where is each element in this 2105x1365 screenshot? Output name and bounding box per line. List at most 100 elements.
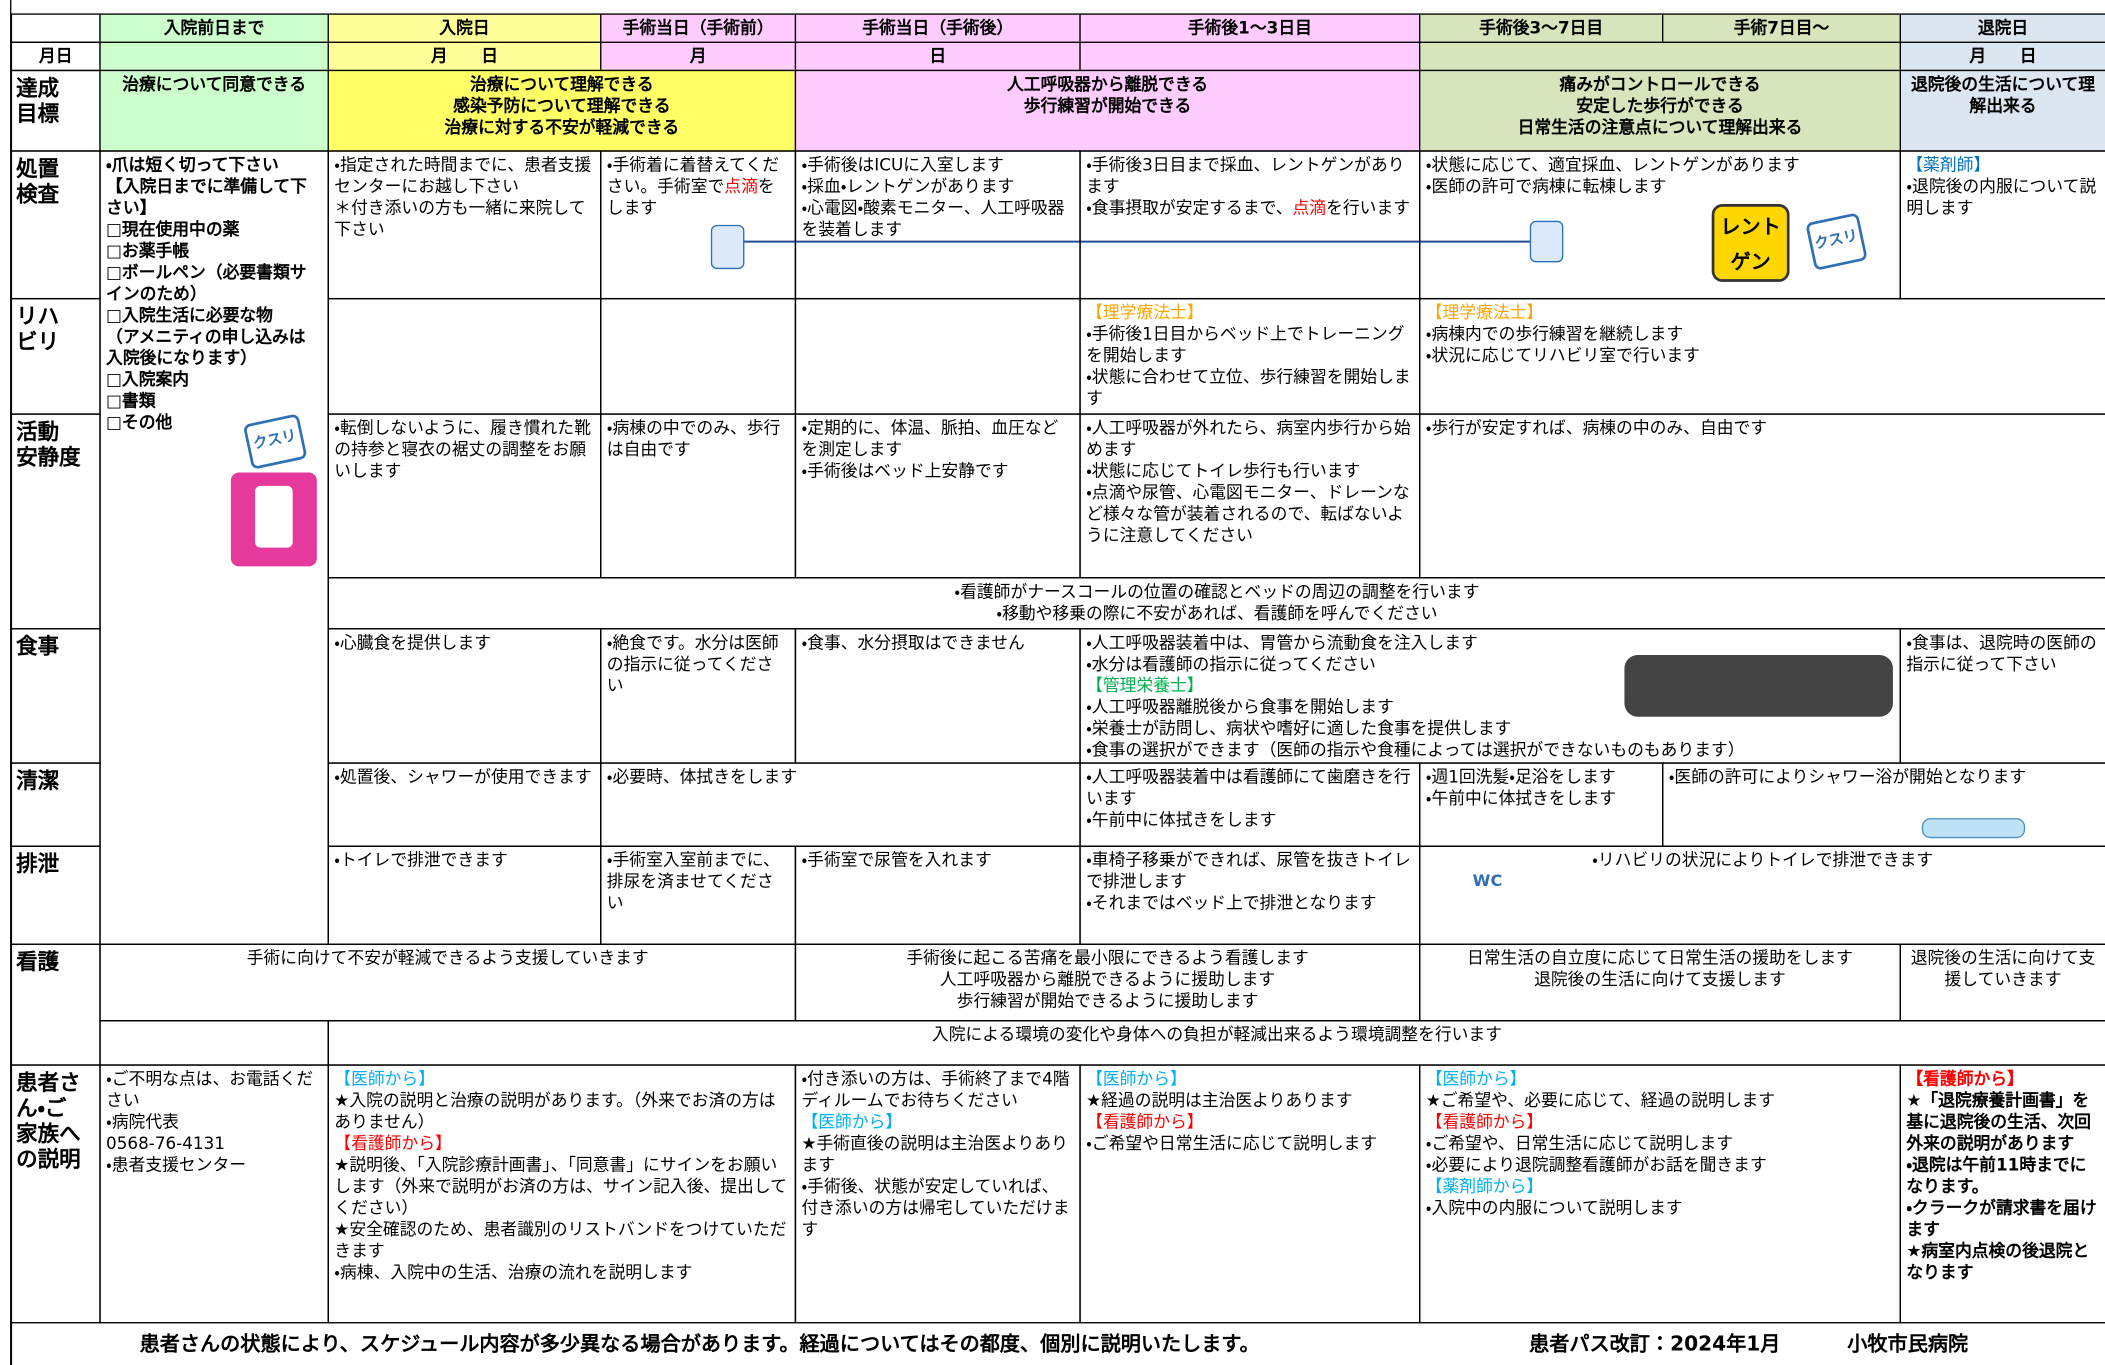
paragraph: ★入院の説明と治療の説明があります。（外来でお済の方はありません） (334, 1089, 776, 1132)
paragraph: ・退院は午前11時までになります。 (1906, 1154, 2087, 1196)
schedule-cell: ・手術後3日目まで採血、レントゲンがあります ・食事摂取が安定するまで、点滴を行い… (1079, 150, 1421, 300)
schedule-cell: ・ご不明な点は、お電話ください ・病院代表 0568-76-4131 ・患者支援センタ… (99, 1064, 329, 1324)
paragraph: ・看護師がナースコールの位置の確認とベッドの周辺の調整を行います (954, 581, 1480, 602)
paragraph: ・食事、水分摂取はできません (801, 632, 1025, 653)
paragraph: □入院生活に必要な物 (106, 304, 273, 325)
empty-cell (99, 1020, 329, 1066)
paragraph: 感染予防について理解できる (453, 95, 671, 116)
paragraph: □入院案内 (106, 369, 190, 390)
paragraph: ・手術後1日目からベッド上でトレーニングを開始します (1086, 323, 1405, 366)
schedule-cell: ・手術室で尿管を入れます (794, 845, 1081, 945)
bath-icon (1921, 818, 2026, 839)
paragraph: □お薬手帳 (106, 240, 190, 261)
paragraph: ★ご希望や、必要に応じて、経過の説明します (1425, 1089, 1776, 1110)
schedule-cell: ・指定された時間までに、患者支援センターにお越し下さい ＊付き添いの方も一緒に来院… (327, 150, 602, 300)
paragraph: ・心臓食を提供します (334, 632, 492, 653)
schedule-cell: 【薬剤師】 ・退院後の内服について説明します (1899, 150, 2105, 300)
schedule-cell: ・病棟の中でのみ、歩行は自由です (600, 413, 797, 579)
paragraph: ・指定された時間までに、患者支援センターにお越し下さい (334, 154, 592, 196)
schedule-cell: ・トイレで排泄できます (327, 845, 602, 945)
paragraph: ・栄養士が訪問し、病状や嗜好に適した食事を提供します (1086, 718, 1512, 739)
paragraph: ・退院後の内服について説明します (1906, 175, 2097, 218)
paragraph: ・絶食です。水分は医師の指示に従ってください (606, 632, 779, 696)
schedule-cell: ・絶食です。水分は医師の指示に従ってください (600, 628, 797, 764)
role-heading: 【看護師から】 (1425, 1111, 1544, 1132)
paragraph: 入院による環境の変化や身体への負担が軽減出来るよう環境調整を行います (931, 1024, 1503, 1045)
paragraph: ・転倒しないように、履き慣れた靴の持参と寝衣の裾丈の調整をお願いします (334, 417, 591, 481)
paragraph: ・移動や移乗の際に不安があれば、看護師を呼んでください (996, 602, 1438, 623)
paragraph: 【入院日までに準備して下さい】 (106, 175, 307, 218)
schedule-cell: ・付き添いの方は、手術終了まで4階ディルームでお待ちください 【医師から】 ★手術直… (794, 1064, 1081, 1324)
row-label: 活動 安静度 (10, 413, 101, 630)
paragraph: 治療に対する不安が軽減できる (444, 116, 680, 137)
schedule-cell: ・人工呼吸器が外れたら、病室内歩行から始めます ・状態に応じてトイレ歩行も行います… (1079, 413, 1421, 579)
date-cell: 日 (794, 41, 1081, 72)
footer-revision: 患者パス改訂：2024年1月 (1529, 1331, 1781, 1356)
paragraph: ★手術直後の説明は主治医よりあります (801, 1132, 1068, 1175)
footer-hospital: 小牧市民病院 (1847, 1331, 1969, 1356)
schedule-cell: 退院後の生活に向けて支援していきます (1899, 943, 2105, 1022)
paragraph: ・手術後、状態が安定していれば、付き添いの方は帰宅していただけます (801, 1175, 1070, 1239)
paragraph: 手術に向けて不安が軽減できるよう支援していきます (246, 947, 649, 968)
paragraph: ・患者支援センター (106, 1154, 247, 1175)
role-heading: 【医師から】 (801, 1111, 903, 1132)
empty-cell (600, 297, 797, 415)
paragraph: ・水分は看護師の指示に従ってください (1086, 653, 1376, 674)
paragraph: ・処置後、シャワーが使用できます (334, 766, 592, 787)
paragraph: 日常生活の自立度に応じて日常生活の援助をします (1466, 947, 1853, 968)
schedule-cell: ・食事、水分摂取はできません (794, 628, 1081, 764)
row-label: 食事 (10, 628, 101, 764)
paragraph: 痛みがコントロールできる (1559, 73, 1761, 94)
paragraph: □その他 (106, 412, 173, 433)
schedule-cell: ・転倒しないように、履き慣れた靴の持参と寝衣の裾丈の調整をお願いします (327, 413, 602, 579)
schedule-cell: ・定期的に、体温、脈拍、血圧などを測定します ・手術後はベッド上安静です (794, 413, 1081, 579)
footer-note: 患者さんの状態により、スケジュール内容が多少異なる場合があります。経過については… (139, 1331, 1260, 1356)
paragraph: 日常生活の注意点について理解出来る (1517, 116, 1803, 137)
schedule-cell: 【理学療法士】 ・手術後1日目からベッド上でトレーニングを開始します ・状態に合わせ… (1079, 297, 1421, 415)
paragraph: ・人工呼吸器が外れたら、病室内歩行から始めます (1086, 417, 1411, 460)
paragraph: ・人工呼吸器装着中は、胃管から流動食を注入します (1086, 632, 1478, 653)
paragraph: 治療について理解できる (469, 73, 654, 94)
role-heading: 【医師から】 (1425, 1068, 1527, 1089)
paragraph: 人工呼吸器から離脱できるように援助します (939, 969, 1276, 990)
paragraph: ・人工呼吸器離脱後から食事を開始します (1086, 696, 1394, 717)
schedule-cell: 【理学療法士】 ・病棟内での歩行練習を継続します ・状況に応じてリハビリ室で行います (1419, 297, 2105, 415)
row-label: 患者さ ん・ご 家族へ の説明 (10, 1064, 101, 1324)
paragraph: ・手術後3日目まで採血、レントゲンがあります (1086, 154, 1405, 196)
paragraph: 退院後の生活に向けて支援していきます (1910, 947, 2096, 990)
schedule-cell: ・手術着に着替えてください。手術室で点滴をします (600, 150, 797, 300)
meal-tray (1624, 654, 1893, 717)
role-heading: 【看護師から】 (1906, 1068, 2024, 1089)
empty-cell (99, 41, 329, 72)
schedule-cell: 入院による環境の変化や身体への負担が軽減出来るよう環境調整を行います (327, 1020, 2105, 1066)
schedule-cell: ・爪は短く切って下さい 【入院日までに準備して下さい】 □現在使用中の薬 □お薬手帳 □… (99, 150, 329, 945)
paragraph: ・リハビリの状況によりトイレで排泄できます (1592, 849, 1934, 870)
schedule-cell: ・手術室入室前までに、排尿を済ませてください (600, 845, 797, 945)
date-cell: 月 (600, 41, 797, 72)
paragraph: 歩行練習が開始できる (1023, 95, 1192, 116)
schedule-cell: ・人工呼吸器装着中は、胃管から流動食を注入します ・水分は看護師の指示に従ってくだ… (1079, 628, 1901, 764)
role-heading: 【医師から】 (334, 1068, 435, 1089)
paragraph: ・医師の許可で病棟に転棟します (1425, 175, 1667, 196)
paragraph: ・手術室で尿管を入れます (801, 849, 992, 870)
header-corner (10, 13, 101, 43)
text-segment: を行います (1326, 197, 1411, 218)
paragraph: ・それまではベッド上で排泄となります (1086, 892, 1377, 913)
paragraph: ・人工呼吸器装着中は看護師にて歯磨きを行います (1086, 766, 1411, 809)
schedule-cell: ・週1回洗髪・足浴をします ・午前中に体拭きをします (1419, 762, 1664, 847)
paragraph: 歩行練習が開始できるように援助します (956, 990, 1259, 1011)
row-label: 処置 検査 (10, 150, 101, 300)
paragraph: □ボールペン（必要書類サインのため） (106, 261, 307, 304)
paragraph: ・状況に応じてリハビリ室で行います (1425, 344, 1700, 366)
paragraph: ・点滴や尿管、心電図モニター、ドレーンなど様々な管が装着されるので、転ばないよう… (1086, 481, 1410, 545)
paragraph: ・入院中の内服について説明します (1425, 1197, 1683, 1218)
role-heading: 【看護師から】 (1086, 1111, 1204, 1132)
row-label: 達成 目標 (10, 69, 101, 152)
paragraph: ・状態に応じてトイレ歩行も行います (1086, 460, 1361, 481)
column-header: 入院前日まで (99, 13, 329, 43)
paragraph: ・食事の選択ができます（医師の指示や食種によっては選択ができないものもあります） (1086, 739, 1745, 760)
icon-xray: レントゲン (1711, 204, 1790, 282)
paragraph: ・付き添いの方は、手術終了まで4階ディルームでお待ちください (801, 1068, 1070, 1110)
